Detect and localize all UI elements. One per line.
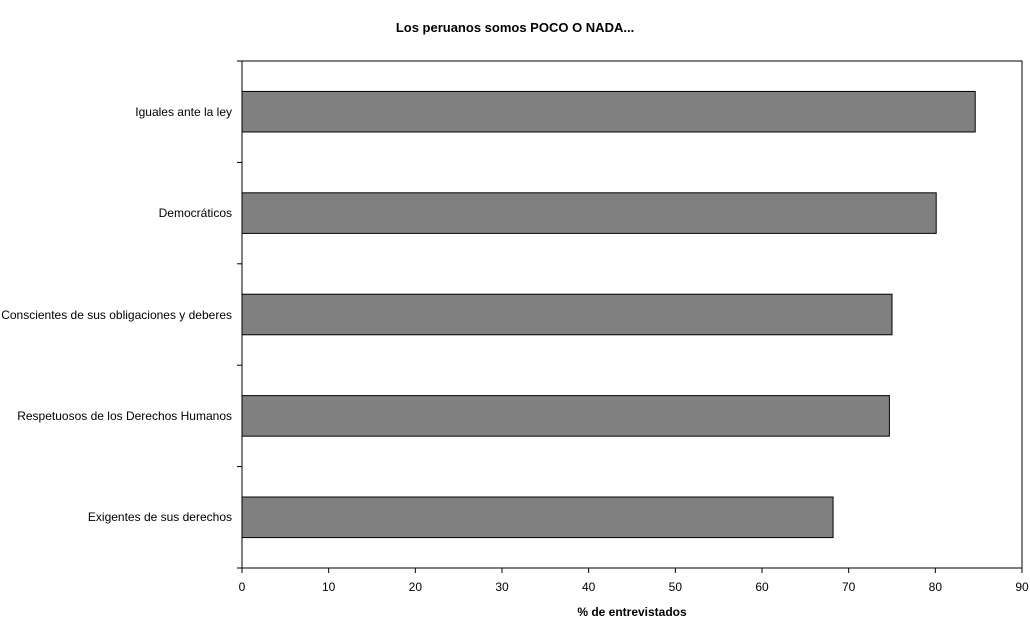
category-label: Respetuosos de los Derechos Humanos xyxy=(17,408,232,423)
x-tick-label: 20 xyxy=(408,580,422,594)
x-tick-label: 10 xyxy=(321,580,336,594)
category-label: Conscientes de sus obligaciones y debere… xyxy=(1,307,232,322)
bar xyxy=(241,90,976,133)
category-label: Iguales ante la ley xyxy=(135,104,232,119)
x-axis-label: % de entrevistados xyxy=(577,605,687,619)
bar xyxy=(241,496,834,539)
bar xyxy=(241,293,893,336)
x-tick-label: 30 xyxy=(495,580,509,594)
category-label: Exigentes de sus derechos xyxy=(87,510,232,525)
x-tick-label: 0 xyxy=(238,580,246,594)
x-tick-label: 60 xyxy=(755,580,769,594)
x-tick-label: 50 xyxy=(668,580,682,594)
x-tick-label: 70 xyxy=(841,580,856,594)
bar xyxy=(241,192,937,234)
bar xyxy=(241,395,890,437)
x-tick-label: 80 xyxy=(928,580,942,594)
category-label: Democráticos xyxy=(158,206,232,221)
x-tick-label: 40 xyxy=(581,580,596,594)
chart-title: Los peruanos somos POCO O NADA... xyxy=(395,20,635,35)
x-tick-label: 90 xyxy=(1015,580,1029,594)
